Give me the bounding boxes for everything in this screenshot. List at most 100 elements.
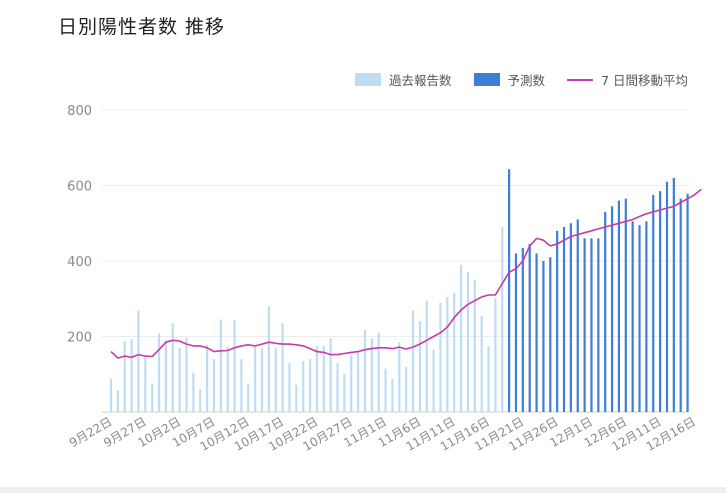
bar-forecast: [562, 227, 566, 412]
bar-past: [219, 319, 222, 412]
moving-average-line: [110, 188, 702, 359]
bar-past: [377, 332, 380, 412]
bar-past: [446, 296, 449, 412]
bar-past: [144, 356, 147, 412]
bar-past: [336, 362, 339, 412]
bar-past: [123, 341, 126, 412]
bar-past: [254, 346, 257, 412]
bar-past: [329, 338, 332, 412]
bar-forecast: [542, 261, 545, 412]
bar-forecast: [665, 181, 669, 412]
bar-past: [391, 378, 394, 412]
legend: 過去報告数 予測数 7 日間移動平均: [355, 70, 688, 89]
bar-forecast: [583, 238, 586, 412]
bar-past: [405, 366, 408, 412]
bottom-bar: [0, 487, 726, 493]
bar-past: [178, 347, 181, 412]
bar-past: [439, 302, 442, 412]
bar-past: [267, 306, 270, 412]
y-tick-label: 800: [67, 104, 92, 119]
y-tick-label: 600: [67, 180, 92, 195]
bar-past: [233, 319, 236, 412]
legend-swatch-forecast: [473, 73, 500, 86]
y-tick-label: 200: [67, 331, 92, 346]
bar-past: [357, 351, 360, 412]
bar-past: [398, 342, 401, 412]
legend-item-past[interactable]: 過去報告数: [355, 70, 452, 89]
bar-past: [212, 359, 216, 412]
bar-past: [185, 337, 188, 412]
bar-past: [226, 347, 229, 412]
bar-past: [199, 389, 202, 412]
legend-swatch-average: [567, 78, 594, 81]
bar-past: [425, 300, 428, 412]
bar-forecast: [549, 257, 552, 412]
bar-past: [459, 264, 463, 412]
legend-item-average[interactable]: 7 日間移動平均: [567, 70, 688, 89]
bar-forecast: [521, 247, 524, 412]
bar-past: [205, 344, 209, 412]
bar-past: [432, 349, 435, 412]
bar-past: [281, 323, 284, 412]
bar-past: [171, 323, 174, 412]
bar-forecast: [576, 219, 579, 412]
bar-forecast: [652, 194, 655, 412]
chart-title: 日別陽性者数 推移: [58, 16, 226, 38]
bar-past: [384, 368, 387, 412]
bar-past: [418, 321, 421, 412]
bar-past: [350, 355, 353, 412]
bar-past: [315, 345, 319, 412]
bar-forecast: [508, 169, 511, 412]
bar-forecast: [535, 253, 538, 412]
bar-forecast: [597, 238, 600, 412]
bar-past: [343, 374, 346, 412]
bar-forecast: [514, 253, 518, 412]
bar-past: [466, 272, 470, 412]
bar-forecast: [631, 221, 634, 412]
bar-past: [363, 329, 367, 412]
bar-past: [260, 347, 264, 412]
legend-item-forecast[interactable]: 予測数: [473, 70, 546, 89]
bar-past: [116, 390, 119, 412]
bar-forecast: [686, 193, 689, 412]
bar-forecast: [556, 230, 559, 412]
bar-past: [295, 384, 298, 412]
bar-forecast: [590, 238, 593, 412]
bar-forecast: [604, 211, 607, 412]
bar-forecast: [617, 200, 621, 412]
bar-past: [473, 279, 476, 412]
bar-past: [302, 361, 305, 412]
bar-past: [308, 359, 312, 412]
legend-label-past: 過去報告数: [389, 73, 452, 88]
bar-past: [322, 345, 325, 412]
bar-past: [453, 293, 456, 412]
legend-swatch-past: [355, 73, 382, 86]
bar-forecast: [638, 225, 641, 412]
legend-label-average: 7 日間移動平均: [601, 73, 688, 88]
bar-past: [109, 378, 113, 412]
bar-past: [487, 345, 490, 412]
bar-forecast: [610, 206, 614, 412]
bar-forecast: [679, 198, 682, 412]
bar-forecast: [569, 223, 572, 412]
bar-past: [288, 362, 291, 412]
bar-past: [151, 383, 154, 412]
bar-past: [240, 359, 243, 412]
bar-past: [157, 333, 161, 412]
bar-past: [370, 338, 373, 412]
legend-label-forecast: 予測数: [507, 73, 546, 88]
bar-past: [130, 339, 133, 412]
bar-past: [501, 227, 504, 412]
bar-past: [274, 347, 277, 412]
y-tick-label: 400: [67, 255, 92, 270]
bar-forecast: [528, 244, 531, 412]
bar-forecast: [645, 221, 648, 412]
bar-past: [480, 315, 483, 412]
bar-past: [494, 297, 497, 412]
bar-forecast: [672, 177, 675, 412]
bar-past: [411, 310, 415, 412]
bar-past: [164, 340, 168, 412]
bar-past: [137, 310, 140, 412]
bar-forecast: [659, 191, 662, 412]
bar-past: [192, 372, 195, 412]
